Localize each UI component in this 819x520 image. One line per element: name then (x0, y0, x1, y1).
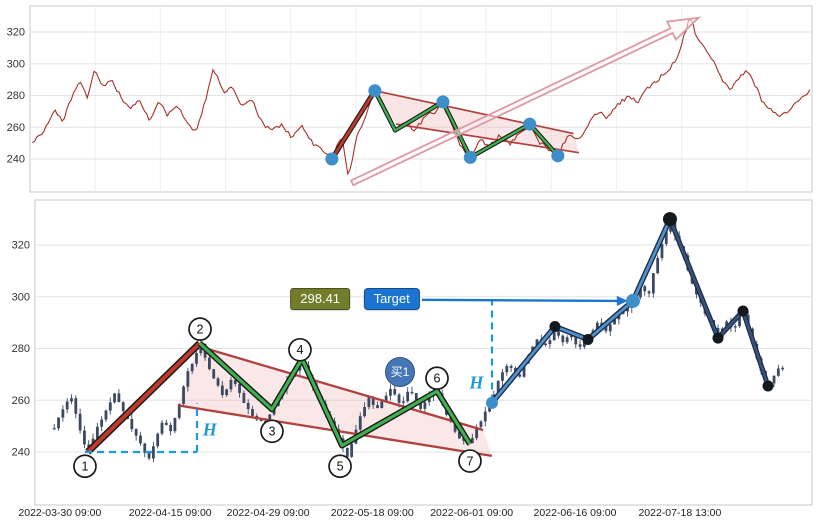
overview-pivot-dot (523, 117, 537, 131)
bot-panel-frame (34, 199, 813, 506)
y-tick-label: 320 (7, 27, 25, 39)
y-tick-label: 300 (7, 58, 25, 70)
flag-height-label-2: H (469, 372, 484, 393)
y-tick-label: 260 (12, 395, 30, 407)
projection-arrow (349, 16, 702, 187)
target-label: Target (363, 288, 420, 311)
pivot-number: 2 (197, 322, 204, 336)
pivot-number: 3 (269, 425, 276, 439)
x-tick-label: 2022-06-01 09:00 (430, 507, 513, 519)
x-tick-label: 2022-03-30 09:00 (18, 507, 101, 519)
x-tick-label: 2022-06-16 09:00 (534, 507, 617, 519)
y-tick-label: 300 (12, 291, 30, 303)
y-tick-label: 320 (12, 240, 30, 252)
swing-dot (712, 332, 724, 344)
x-tick-label: 2022-04-29 09:00 (227, 507, 310, 519)
pivot-number: 6 (434, 372, 441, 386)
overview-pivot-dot (436, 95, 450, 109)
y-tick-label: 260 (7, 122, 25, 134)
pivot-number-circle (425, 366, 449, 391)
swing-dot (582, 333, 594, 345)
y-tick-label: 240 (7, 154, 25, 166)
channel-upper-line (196, 344, 484, 432)
pivot-number: 1 (81, 460, 88, 474)
buy-signal-badge: 买1 (384, 357, 415, 388)
overview-pivot-dot (368, 84, 382, 98)
pivot-number-circle (328, 454, 352, 479)
pivot-number-circle (260, 419, 284, 444)
pivot-number: 7 (466, 454, 473, 468)
pivot-number-circle (458, 449, 482, 473)
channel-fill (178, 345, 492, 456)
overview-pivot-dot (325, 152, 339, 166)
x-tick-label: 2022-05-18 09:00 (331, 507, 414, 519)
pivot-number-circle (73, 454, 97, 479)
measured-target-price-label: 298.41 (290, 288, 351, 311)
overview-price-line (31, 18, 811, 176)
y-tick-label: 280 (12, 343, 30, 355)
swing-dot (662, 212, 677, 227)
pivot-number: 5 (337, 460, 344, 474)
y-tick-label: 280 (7, 90, 25, 102)
target-arrow (421, 298, 620, 303)
target-dot (625, 293, 640, 308)
flag-height-label-1: H (202, 419, 217, 440)
overview-pivot-dot (551, 149, 565, 163)
pivot-number-circle (188, 317, 212, 341)
y-tick-label: 240 (12, 447, 30, 459)
swing-dot (737, 305, 749, 317)
swing-dot (549, 321, 561, 333)
swing-dot (762, 380, 774, 392)
overview-pivot-dot (463, 150, 477, 164)
x-tick-label: 2022-04-15 09:00 (129, 507, 212, 519)
overview-channel-upper (374, 89, 574, 135)
x-tick-label: 2022-07-18 13:00 (638, 507, 721, 519)
pivot-number-circle (288, 337, 312, 362)
target-arrowhead-icon (616, 295, 628, 306)
pivot-number: 4 (296, 343, 303, 357)
entry-dot (485, 396, 498, 409)
